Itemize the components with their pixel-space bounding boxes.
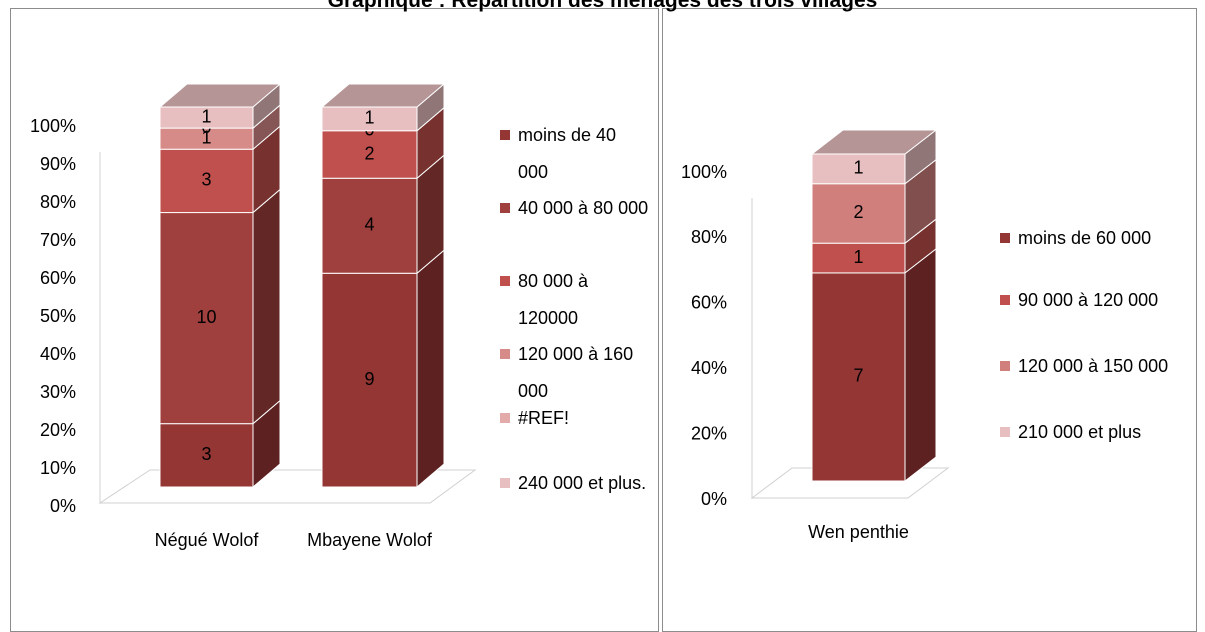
legend-marker	[500, 276, 510, 286]
legend-item: 120 000 à 160 000	[500, 336, 650, 410]
floor	[98, 469, 477, 504]
legend-label: 80 000 à 120000	[518, 271, 589, 328]
legend-marker	[1000, 427, 1010, 437]
legend-item: 210 000 et plus	[1000, 414, 1190, 451]
data-label: 1	[201, 127, 211, 147]
legend-label: moins de 60 000	[1018, 228, 1152, 248]
y-tick-label: 60%	[40, 268, 76, 288]
bar-segment	[811, 153, 906, 185]
y-tick-label: 20%	[40, 420, 76, 440]
legend-marker	[500, 349, 510, 359]
bar-top	[320, 83, 446, 108]
data-label: 2	[853, 202, 863, 222]
data-label: 1	[853, 247, 863, 267]
y-tick-label: 80%	[691, 227, 727, 247]
bar-side	[252, 188, 281, 425]
legend-marker	[1000, 233, 1010, 243]
legend-marker	[500, 478, 510, 488]
y-tick-label: 100%	[681, 162, 727, 182]
y-tick-label: 50%	[40, 306, 76, 326]
y-tick-label: 10%	[40, 458, 76, 478]
data-label: 1	[853, 158, 863, 178]
legend-label: moins de 40 000	[518, 125, 617, 182]
bar-segment	[811, 242, 906, 274]
y-tick-label: 80%	[40, 192, 76, 212]
bar-top	[810, 129, 938, 155]
legend-label: 120 000 à 160 000	[518, 344, 634, 401]
legend-item: 90 000 à 120 000	[1000, 282, 1190, 319]
y-tick-label: 60%	[691, 293, 727, 313]
y-tick-label: 0%	[701, 489, 727, 509]
bar-segment	[159, 423, 254, 488]
y-tick-label: 30%	[40, 382, 76, 402]
y-tick-label: 70%	[40, 230, 76, 250]
legend-label: 120 000 à 150 000	[1018, 356, 1169, 376]
legend-marker	[1000, 295, 1010, 305]
legend-item: 120 000 à 150 000	[1000, 348, 1190, 385]
data-label: 1	[364, 108, 374, 128]
legend-item: 240 000 et plus.	[500, 465, 650, 502]
legend-marker	[500, 413, 510, 423]
y-tick-label: 20%	[691, 423, 727, 443]
legend-marker	[500, 130, 510, 140]
bar-side	[416, 249, 445, 489]
chart-title: Graphique : Répartition des ménages des …	[327, 0, 878, 12]
data-label: 10	[196, 307, 216, 327]
y-tick-label: 100%	[30, 116, 76, 136]
legend-marker	[1000, 361, 1010, 371]
legend-label: 90 000 à 120 000	[1018, 290, 1159, 310]
legend-label: 210 000 et plus	[1018, 422, 1142, 442]
bar-segment	[159, 148, 254, 214]
legend-marker	[500, 203, 510, 213]
legend-item: moins de 40 000	[500, 117, 650, 191]
legend-item: 40 000 à 80 000	[500, 190, 650, 227]
bar-segment	[321, 130, 418, 179]
bar-segment	[321, 272, 418, 488]
floor	[750, 467, 950, 499]
y-tick-label: 90%	[40, 154, 76, 174]
x-tick-label: Wen penthie	[808, 522, 909, 542]
legend-label: #REF!	[518, 408, 570, 428]
legend-item: #REF!	[500, 400, 650, 437]
data-label: 3	[201, 170, 211, 190]
data-label: 4	[364, 215, 374, 235]
bar-segment	[321, 177, 418, 274]
bar-top	[158, 83, 282, 108]
legend-label: 240 000 et plus.	[518, 473, 647, 493]
data-label: 9	[364, 369, 374, 389]
y-tick-label: 40%	[691, 358, 727, 378]
x-tick-label: Négué Wolof	[154, 530, 259, 550]
data-label: 3	[201, 444, 211, 464]
x-tick-label: Mbayene Wolof	[307, 530, 432, 550]
legend-item: 80 000 à 120000	[500, 263, 650, 337]
data-label: 7	[853, 366, 863, 386]
data-label: 1	[201, 106, 211, 126]
legend-item: moins de 60 000	[1000, 220, 1190, 257]
y-tick-label: 0%	[50, 496, 76, 516]
data-label: 2	[364, 143, 374, 163]
y-tick-label: 40%	[40, 344, 76, 364]
bar-side	[904, 247, 937, 483]
bar-segment	[159, 212, 254, 425]
legend-label: 40 000 à 80 000	[518, 198, 649, 218]
